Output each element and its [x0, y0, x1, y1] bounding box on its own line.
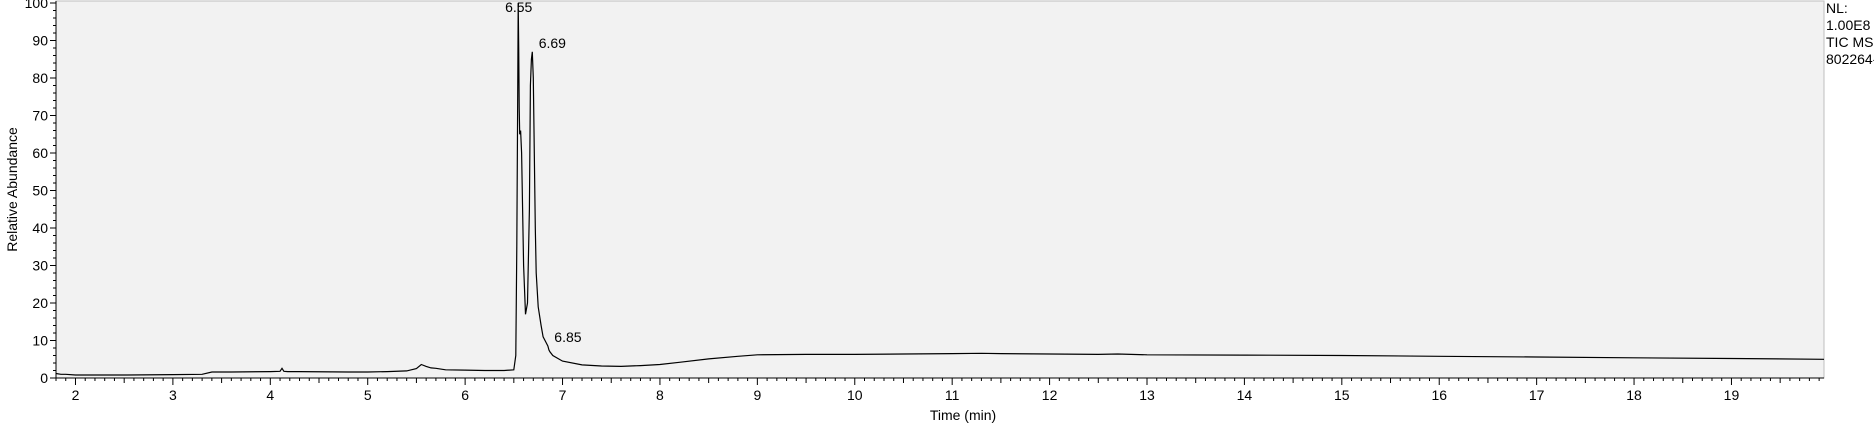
x-tick-label: 4	[266, 387, 274, 403]
x-tick-label: 19	[1724, 387, 1740, 403]
x-tick-label: 18	[1626, 387, 1642, 403]
peak-label: 6.85	[554, 329, 581, 345]
y-tick-label: 70	[32, 108, 48, 124]
x-tick-label: 9	[753, 387, 761, 403]
x-tick-label: 14	[1237, 387, 1253, 403]
y-axis-title: Relative Abundance	[4, 127, 20, 252]
peak-label: 6.55	[505, 0, 532, 15]
y-tick-label: 90	[32, 33, 48, 49]
y-tick-label: 100	[25, 0, 49, 11]
y-tick-label: 80	[32, 70, 48, 86]
x-tick-label: 2	[72, 387, 80, 403]
x-tick-label: 11	[945, 387, 960, 403]
y-tick-label: 60	[32, 145, 48, 161]
x-tick-label: 12	[1042, 387, 1058, 403]
peak-label: 6.69	[539, 35, 566, 51]
plot-area	[55, 0, 1825, 379]
x-tick-label: 6	[461, 387, 469, 403]
tic-trace	[55, 2, 1825, 376]
x-tick-label: 17	[1529, 387, 1545, 403]
y-tick-label: 10	[32, 333, 48, 349]
y-tick-label: 30	[32, 258, 48, 274]
x-axis-title: Time (min)	[930, 407, 996, 423]
x-tick-label: 8	[656, 387, 664, 403]
x-tick-label: 5	[364, 387, 372, 403]
x-tick-label: 7	[559, 387, 567, 403]
info-nl-value: 1.00E8	[1826, 17, 1871, 33]
x-tick-label: 16	[1431, 387, 1447, 403]
y-tick-label: 50	[32, 183, 48, 199]
info-scan-type: TIC MS	[1826, 34, 1874, 50]
info-file-name: 802264-	[1826, 51, 1874, 67]
y-tick-label: 20	[32, 295, 48, 311]
x-tick-label: 13	[1139, 387, 1155, 403]
y-tick-label: 40	[32, 220, 48, 236]
info-nl-label: NL:	[1826, 0, 1848, 16]
info-panel: NL: 1.00E8 TIC MS 802264-	[1826, 0, 1874, 68]
x-tick-label: 10	[847, 387, 863, 403]
x-tick-label: 15	[1334, 387, 1350, 403]
y-tick-label: 0	[40, 370, 48, 386]
x-tick-label: 3	[169, 387, 177, 403]
